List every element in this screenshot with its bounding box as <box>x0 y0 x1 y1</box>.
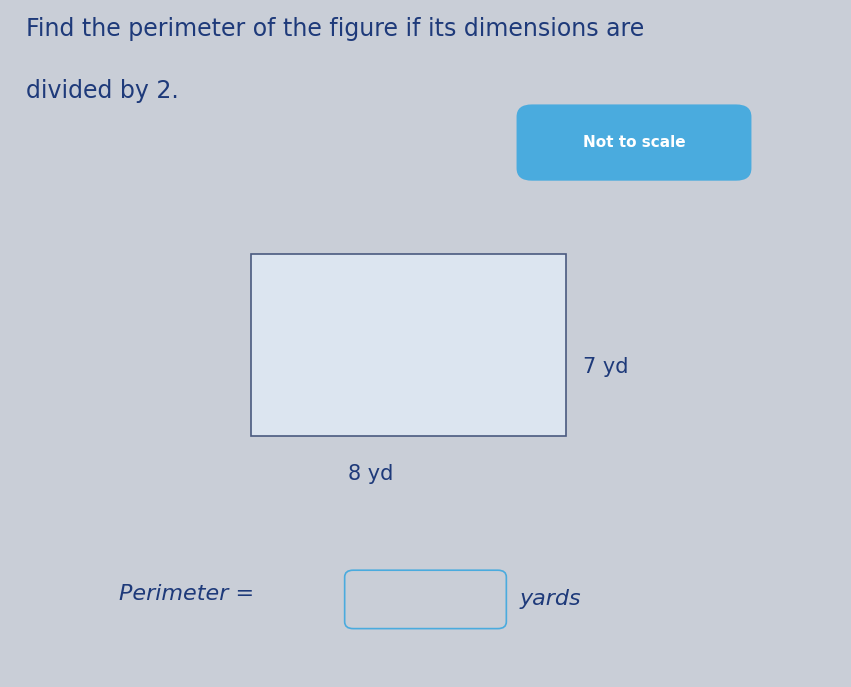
Text: Find the perimeter of the figure if its dimensions are: Find the perimeter of the figure if its … <box>26 17 643 41</box>
FancyBboxPatch shape <box>345 570 506 629</box>
Text: divided by 2.: divided by 2. <box>26 79 178 103</box>
FancyBboxPatch shape <box>517 104 751 181</box>
Text: yards: yards <box>519 589 580 609</box>
FancyBboxPatch shape <box>251 254 566 436</box>
Text: 7 yd: 7 yd <box>583 357 628 377</box>
Text: 8 yd: 8 yd <box>348 464 393 484</box>
Text: Perimeter =: Perimeter = <box>119 584 254 605</box>
Text: Not to scale: Not to scale <box>583 135 685 150</box>
